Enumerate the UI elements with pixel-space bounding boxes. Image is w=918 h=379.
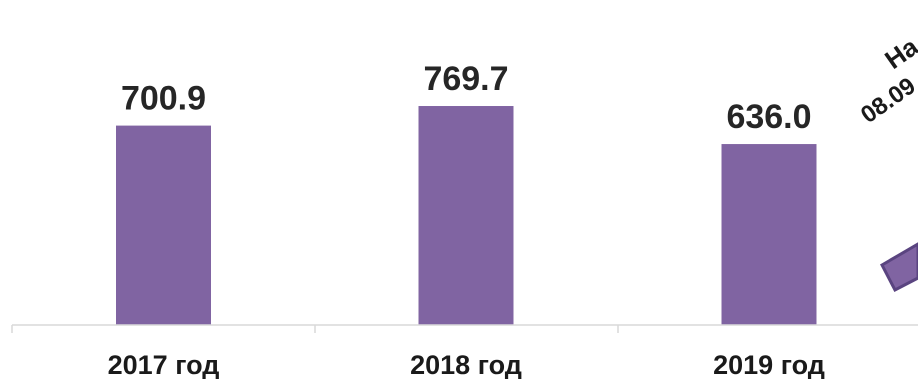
category-label-3: 2019 год bbox=[713, 350, 825, 379]
callout-box bbox=[880, 242, 918, 293]
category-label-1: 2017 год bbox=[108, 350, 220, 379]
callout: На 08.09 bbox=[856, 31, 918, 293]
bar-3 bbox=[721, 144, 817, 325]
callout-text-line1: На bbox=[879, 31, 918, 75]
value-label-1: 700.9 bbox=[121, 80, 206, 118]
bar-2 bbox=[418, 106, 514, 325]
callout-text-line2: 08.09 bbox=[856, 72, 918, 129]
category-label-2: 2018 год bbox=[410, 350, 522, 379]
bar-1 bbox=[116, 125, 211, 325]
value-label-3: 636.0 bbox=[726, 98, 811, 136]
value-label-2: 769.7 bbox=[423, 60, 508, 98]
